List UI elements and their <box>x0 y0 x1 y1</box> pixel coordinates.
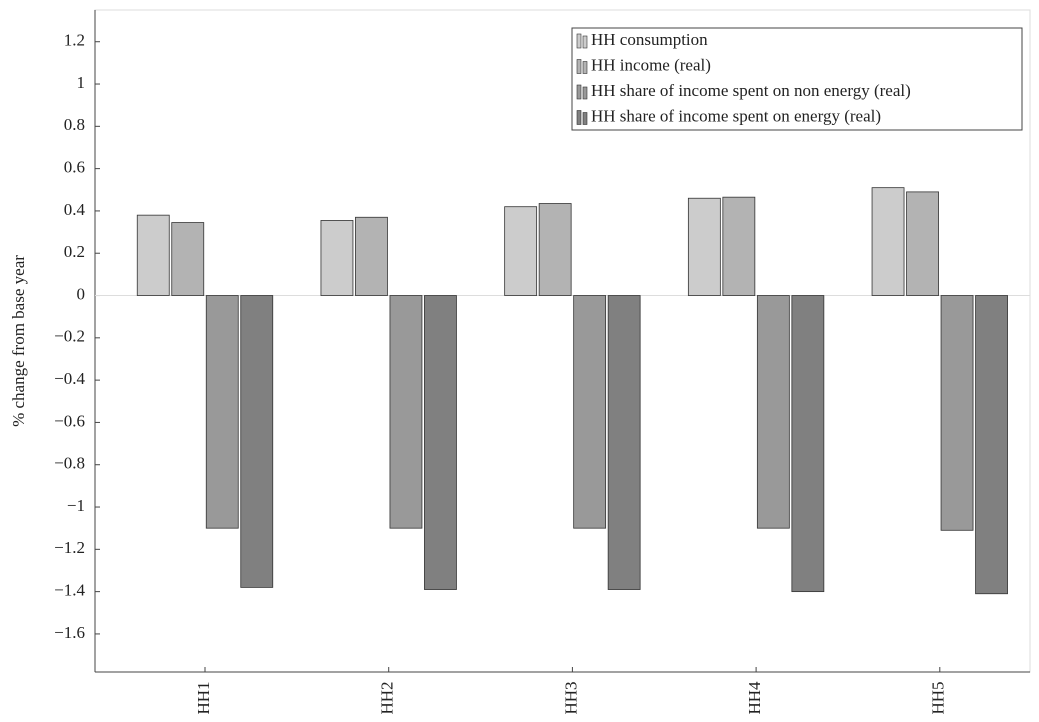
y-tick-label: −1.2 <box>54 538 85 557</box>
y-tick-label: −1.6 <box>54 623 85 642</box>
y-tick-label: −0.8 <box>54 454 85 473</box>
y-tick-label: −1 <box>67 496 85 515</box>
y-tick-label: 1.2 <box>64 31 85 50</box>
y-tick-label: 0.8 <box>64 115 85 134</box>
bar <box>573 295 607 529</box>
y-tick-label: 0.4 <box>64 200 86 219</box>
y-tick-label: −0.4 <box>54 369 85 388</box>
bar <box>320 220 354 296</box>
y-tick-label: −0.6 <box>54 411 85 430</box>
y-tick-label: 0.2 <box>64 242 85 261</box>
x-tick-label: HH5 <box>929 681 948 714</box>
bar <box>424 295 457 590</box>
bar <box>687 197 721 296</box>
x-tick-label: HH3 <box>561 681 580 714</box>
y-tick-label: −1.4 <box>54 581 85 600</box>
bar <box>538 203 572 296</box>
bar <box>940 295 974 531</box>
legend-swatch <box>582 35 588 49</box>
bar <box>355 216 388 296</box>
legend-swatch <box>576 84 582 100</box>
y-tick-label: 1 <box>77 73 86 92</box>
legend-swatch <box>582 112 588 125</box>
bar <box>389 295 423 529</box>
y-tick-label: 0 <box>77 284 86 303</box>
x-tick-label: HH4 <box>745 681 764 715</box>
bar <box>136 214 170 296</box>
y-axis-label: % change from base year <box>9 255 28 427</box>
y-tick-label: 0.6 <box>64 158 85 177</box>
x-tick-label: HH2 <box>378 681 397 714</box>
bar <box>722 196 756 296</box>
bar <box>205 295 239 529</box>
bar <box>504 206 538 296</box>
bar <box>871 187 905 296</box>
bar <box>756 295 790 529</box>
bar <box>607 295 641 590</box>
legend-swatch <box>582 86 588 100</box>
legend-label: HH share of income spent on energy (real… <box>591 106 881 125</box>
bar <box>975 295 1008 595</box>
y-tick-label: −0.2 <box>54 327 85 346</box>
legend-label: HH consumption <box>591 30 708 49</box>
legend-swatch <box>582 61 588 74</box>
legend-box <box>571 27 1023 131</box>
x-tick-label: HH1 <box>194 681 213 714</box>
legend-swatch <box>576 110 582 125</box>
legend-swatch <box>576 59 582 74</box>
bar <box>906 191 939 296</box>
bar <box>171 222 205 296</box>
bar <box>791 295 825 593</box>
legend-label: HH income (real) <box>591 55 711 74</box>
legend-swatch <box>576 33 582 49</box>
legend-label: HH share of income spent on non energy (… <box>591 81 911 100</box>
bar <box>240 295 274 588</box>
